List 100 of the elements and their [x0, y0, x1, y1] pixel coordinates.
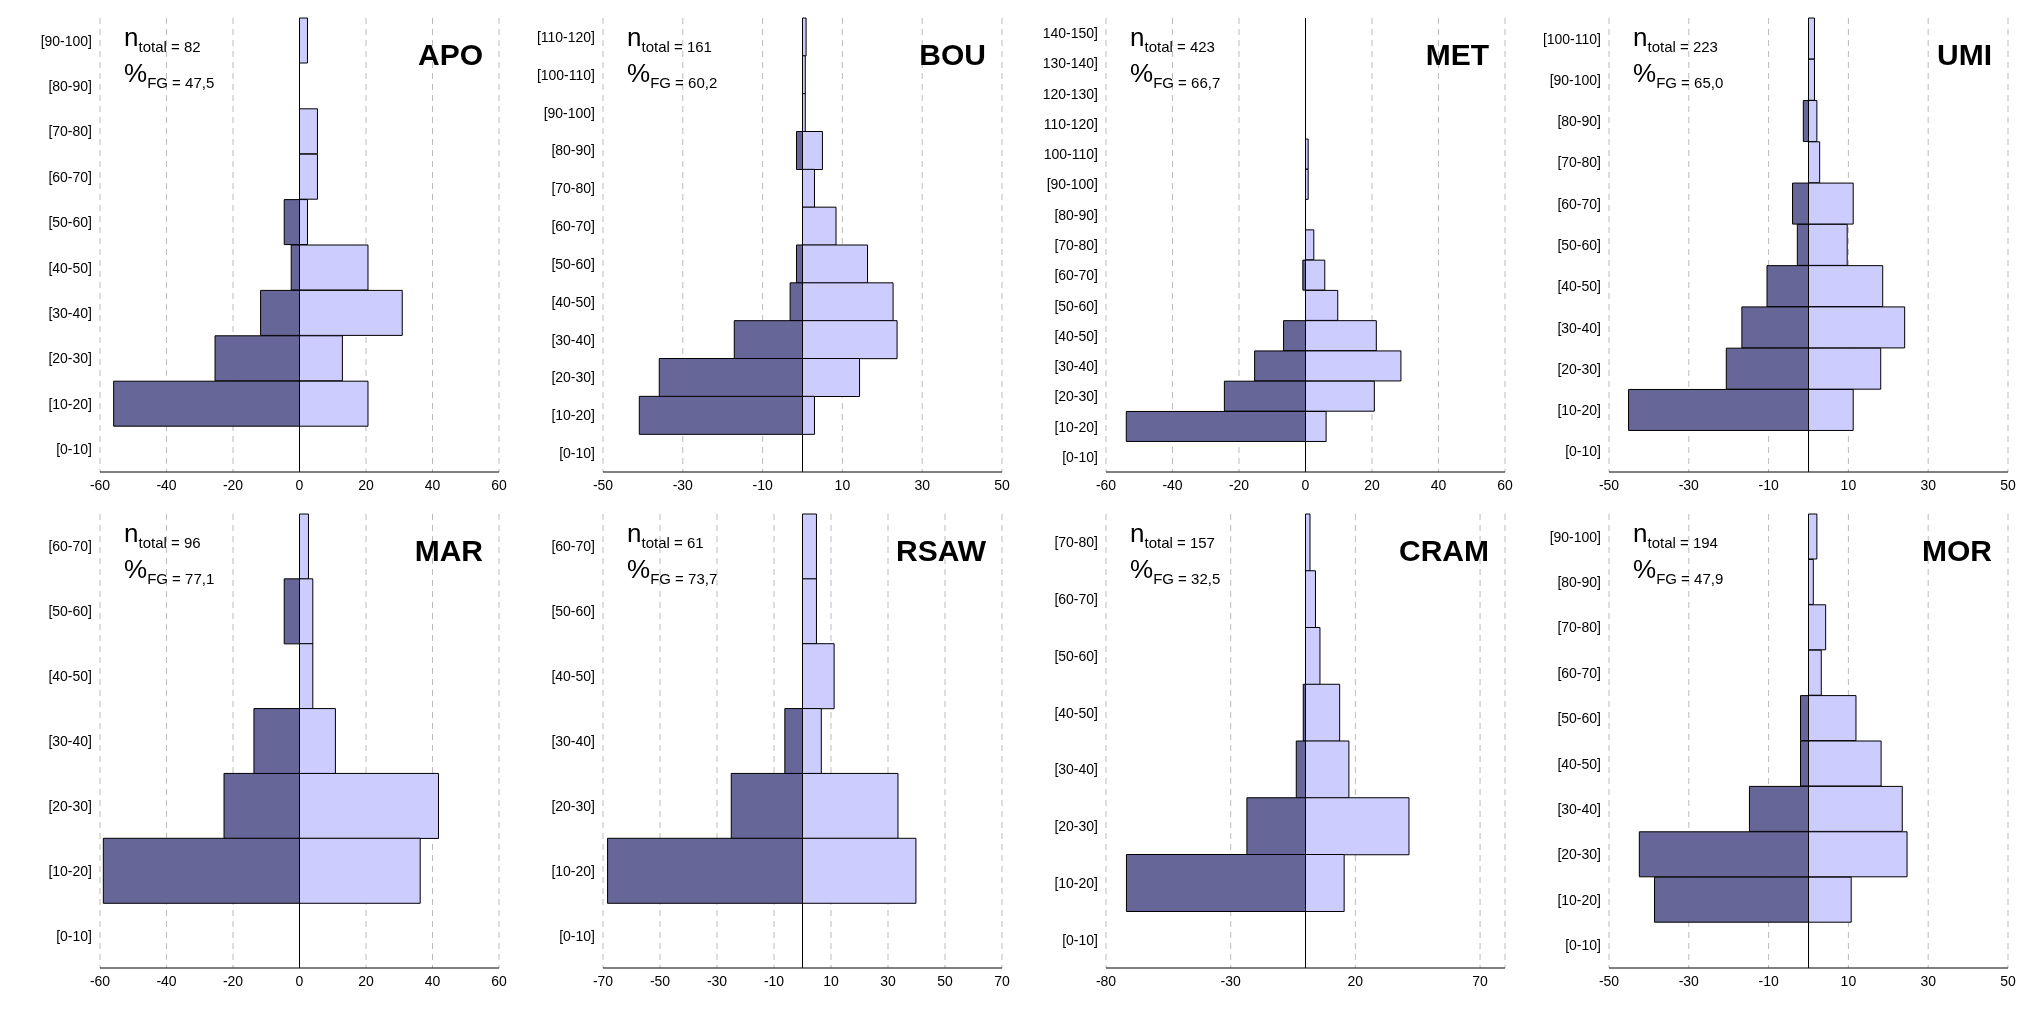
x-tick-label: -30 — [672, 476, 694, 493]
y-tick-label: [20-30] — [551, 369, 595, 386]
x-tick-label: 20 — [358, 972, 374, 989]
x-tick-label: 40 — [1430, 476, 1447, 493]
text: MAR — [414, 534, 483, 568]
x-tick-label: 10 — [834, 476, 851, 493]
x-tick-label: 50 — [937, 972, 953, 989]
annotation: n$_{total = 423}$ — [1130, 22, 1215, 56]
y-tick-label: [60-70] — [1054, 591, 1098, 608]
y-tick-label: [10-20] — [48, 862, 92, 879]
x-tick-label: -40 — [156, 972, 177, 989]
y-tick-label: 140-150] — [1042, 25, 1098, 42]
y-tick-label: [90-100] — [1046, 176, 1098, 193]
x-tick-label: 50 — [994, 476, 1010, 493]
x-tick-label: 70 — [1472, 972, 1489, 989]
x-tick-label: -10 — [763, 972, 785, 989]
y-tick-label: [30-40] — [1054, 358, 1098, 375]
y-tick-label: [60-70] — [48, 168, 92, 185]
y-tick-label: [20-30] — [48, 350, 92, 367]
x-tick-label: -20 — [222, 476, 244, 493]
x-tick-label: -40 — [156, 476, 177, 493]
y-tick-label: [30-40] — [551, 331, 595, 348]
text: BOU — [919, 38, 986, 72]
x-tick-label: 10 — [1840, 972, 1857, 989]
y-tick-label: [90-100] — [40, 32, 92, 49]
x-tick-label: 50 — [2000, 972, 2016, 989]
text: RSAW — [896, 534, 986, 568]
x-tick-label: 20 — [1347, 972, 1364, 989]
x-tick-label: 40 — [424, 476, 441, 493]
x-tick-label: 60 — [491, 476, 507, 493]
annotation: %$_{FG = 77,1}$ — [124, 554, 215, 590]
annotation: n$_{total = 223}$ — [1633, 22, 1718, 56]
y-tick-label: [30-40] — [1557, 801, 1601, 818]
x-tick-label: -50 — [1598, 476, 1620, 493]
y-tick-label: [30-40] — [48, 732, 92, 749]
y-tick-label: [50-60] — [1557, 710, 1601, 727]
y-tick-label: [30-40] — [551, 732, 595, 749]
y-tick-label: [70-80] — [551, 180, 595, 197]
x-tick-label: 0 — [1301, 476, 1310, 493]
x-tick-label: -60 — [1095, 476, 1117, 493]
x-tick-label: 30 — [914, 476, 931, 493]
annotation: %$_{FG = 47,9}$ — [1633, 554, 1724, 590]
text: UMI — [1937, 38, 1992, 72]
y-tick-label: 100-110] — [1043, 146, 1098, 163]
y-tick-label: [30-40] — [1557, 319, 1601, 336]
annotation: n$_{total = 96}$ — [124, 518, 201, 552]
x-tick-label: 30 — [1920, 476, 1937, 493]
text: MOR — [1922, 534, 1992, 568]
y-tick-label: [0-10] — [1062, 931, 1098, 948]
x-tick-label: 10 — [1840, 476, 1857, 493]
y-tick-label: [0-10] — [1565, 937, 1601, 954]
y-tick-label: [40-50] — [48, 259, 92, 276]
x-tick-label: -20 — [222, 972, 244, 989]
y-tick-label: [0-10] — [1565, 443, 1601, 460]
y-tick-label: [50-60] — [551, 603, 595, 620]
x-tick-label: -30 — [706, 972, 728, 989]
text: MET — [1425, 38, 1489, 72]
y-tick-label: [30-40] — [1054, 761, 1098, 778]
y-tick-label: [10-20] — [551, 407, 595, 424]
y-tick-label: [80-90] — [1557, 574, 1601, 591]
y-tick-label: [80-90] — [48, 78, 92, 95]
annotation: n$_{total = 194}$ — [1633, 518, 1718, 552]
y-tick-label: [10-20] — [1054, 418, 1098, 435]
x-tick-label: -10 — [1758, 476, 1779, 493]
y-tick-label: [50-60] — [1054, 297, 1098, 314]
y-tick-label: [30-40] — [48, 305, 92, 322]
y-tick-label: [80-90] — [551, 142, 595, 159]
y-tick-label: [80-90] — [1557, 113, 1601, 130]
y-tick-label: [100-110] — [1542, 30, 1601, 47]
y-tick-label: [60-70] — [48, 538, 92, 555]
y-tick-label: [20-30] — [1054, 818, 1098, 835]
x-tick-label: 50 — [2000, 476, 2016, 493]
x-tick-label: -30 — [1678, 972, 1700, 989]
x-tick-label: -10 — [1758, 972, 1779, 989]
annotation: n$_{total = 157}$ — [1130, 518, 1215, 552]
x-tick-label: -60 — [89, 476, 111, 493]
y-tick-label: [10-20] — [1054, 874, 1098, 891]
annotation: %$_{FG = 32,5}$ — [1130, 554, 1221, 590]
y-tick-label: [70-80] — [1054, 534, 1098, 551]
annotation: %$_{FG = 66,7}$ — [1130, 58, 1221, 94]
y-tick-label: [60-70] — [1557, 664, 1601, 681]
x-tick-label: -80 — [1095, 972, 1117, 989]
x-tick-label: 60 — [491, 972, 507, 989]
y-tick-label: [60-70] — [551, 218, 595, 235]
y-tick-label: [0-10] — [56, 927, 92, 944]
y-tick-label: [20-30] — [551, 797, 595, 814]
x-tick-label: 0 — [295, 476, 304, 493]
y-tick-label: [70-80] — [1557, 154, 1601, 171]
y-tick-label: [20-30] — [48, 797, 92, 814]
x-tick-label: 20 — [358, 476, 374, 493]
annotation: %$_{FG = 47,5}$ — [124, 58, 215, 94]
annotation: %$_{FG = 73,7}$ — [627, 554, 718, 590]
y-tick-label: [50-60] — [1557, 236, 1601, 253]
y-tick-label: [80-90] — [1054, 206, 1098, 223]
y-tick-label: [20-30] — [1557, 846, 1601, 863]
x-tick-label: 10 — [823, 972, 839, 989]
x-tick-label: -60 — [89, 972, 111, 989]
y-tick-label: [100-110] — [536, 66, 595, 83]
x-tick-label: 40 — [424, 972, 441, 989]
x-tick-label: -30 — [1678, 476, 1700, 493]
